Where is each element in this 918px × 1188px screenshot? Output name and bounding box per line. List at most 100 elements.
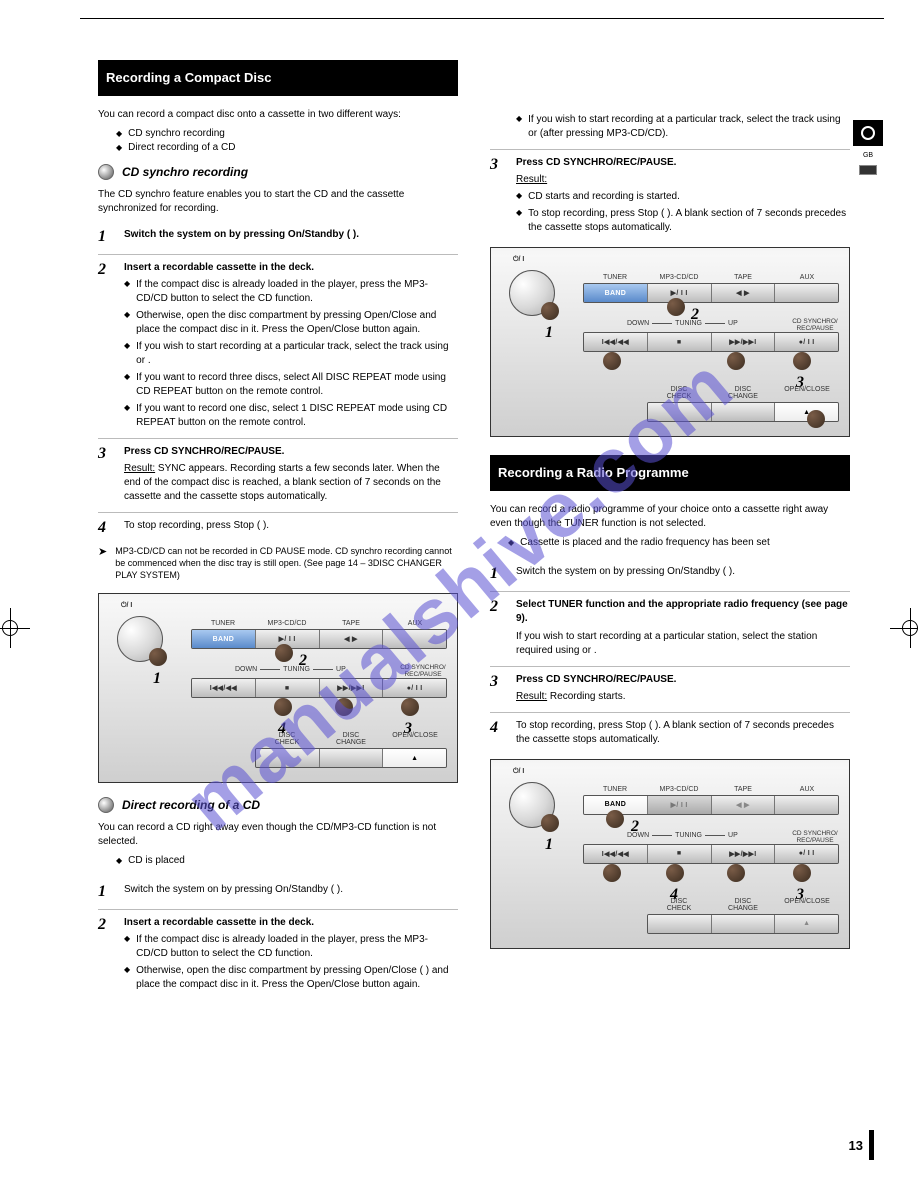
marker-dot bbox=[793, 864, 811, 882]
panel-btn: ■ bbox=[648, 333, 712, 351]
sub-text: If the compact disc is already loaded in… bbox=[136, 933, 458, 961]
marker-dot bbox=[274, 698, 292, 716]
step-number: 1 bbox=[98, 883, 116, 901]
subhead-text: CD synchro recording bbox=[122, 165, 248, 179]
diamond-icon: ◆ bbox=[124, 964, 130, 992]
diamond-icon: ◆ bbox=[516, 190, 522, 204]
diamond-icon: ◆ bbox=[124, 340, 130, 368]
marker-dot bbox=[541, 814, 559, 832]
steps-direct: 1 Switch the system on by pressing On/St… bbox=[98, 877, 458, 992]
marker-dot bbox=[666, 864, 684, 882]
power-label: ⏻/ I bbox=[513, 256, 524, 264]
section-title-recording-radio: Recording a Radio Programme bbox=[490, 455, 850, 491]
result-text: Recording starts. bbox=[550, 691, 626, 702]
synchro-desc: The CD synchro feature enables you to st… bbox=[98, 188, 458, 216]
right-column: ◆If you wish to start recording at a par… bbox=[490, 110, 850, 963]
side-tab-circle bbox=[853, 120, 883, 146]
marker-dot bbox=[603, 352, 621, 370]
sphere-icon bbox=[98, 164, 114, 180]
panel-label: TUNER bbox=[583, 274, 647, 281]
marker-dot bbox=[603, 864, 621, 882]
side-tab-label: GB bbox=[863, 152, 873, 159]
crop-mark-left bbox=[0, 608, 30, 648]
panel-btn-open-close: ▲ bbox=[383, 749, 446, 767]
step-number: 1 bbox=[490, 565, 508, 583]
side-tab-mini bbox=[859, 165, 877, 175]
panel-label: AUX bbox=[775, 786, 839, 793]
power-label: ⏻/ I bbox=[121, 602, 132, 610]
panel-btn: BAND bbox=[584, 284, 648, 302]
step-body: Press CD SYNCHRO/REC/PAUSE. Result: ◆CD … bbox=[516, 156, 850, 235]
step-body: Press CD SYNCHRO/REC/PAUSE. Result: Reco… bbox=[516, 673, 850, 704]
step-number: 4 bbox=[490, 719, 508, 737]
panel-btn bbox=[648, 915, 712, 933]
panel-btn: ▶▶/▶▶I bbox=[712, 845, 776, 863]
panel-btn bbox=[712, 403, 776, 421]
panel-label: AUX bbox=[383, 620, 447, 627]
marker-dot bbox=[793, 352, 811, 370]
step-tag: 1 bbox=[153, 670, 161, 688]
panel-row3: DISC CHECK DISC CHANGE OPEN/CLOSE ▲ bbox=[191, 732, 447, 768]
section1-intro-bullets: ◆CD synchro recording ◆Direct recording … bbox=[116, 128, 458, 154]
marker-dot bbox=[401, 698, 419, 716]
page-top-rule bbox=[80, 18, 884, 19]
panel-btn: I◀◀/◀◀ bbox=[584, 845, 648, 863]
step-number: 3 bbox=[490, 156, 508, 174]
sub-text: If the compact disc is already loaded in… bbox=[136, 278, 458, 306]
panel-label: DISC CHECK bbox=[255, 732, 319, 746]
marker-dot bbox=[541, 302, 559, 320]
panel-label: OPEN/CLOSE bbox=[775, 386, 839, 400]
diamond-icon: ◆ bbox=[116, 128, 122, 140]
section-title-recording-cd: Recording a Compact Disc bbox=[98, 60, 458, 96]
direct-desc: You can record a CD right away even thou… bbox=[98, 821, 458, 849]
step-body: To stop recording, press Stop ( ). A bla… bbox=[516, 719, 850, 747]
panel-btn-tape: ◀ ▶ bbox=[320, 630, 384, 648]
panel-btn-disc-check bbox=[256, 749, 320, 767]
result-text: To stop recording, press Stop ( ). A bla… bbox=[528, 207, 850, 235]
step-body: Press CD SYNCHRO/REC/PAUSE. Result: SYNC… bbox=[124, 445, 458, 504]
diamond-icon: ◆ bbox=[516, 207, 522, 235]
sub-text: If you want to record one disc, select 1… bbox=[136, 402, 458, 430]
panel-btn bbox=[775, 284, 838, 302]
marker-dot bbox=[275, 644, 293, 662]
step-body: Insert a recordable cassette in the deck… bbox=[124, 261, 458, 430]
step-number: 2 bbox=[98, 261, 116, 279]
result-text: SYNC appears. Recording starts a few sec… bbox=[124, 463, 441, 502]
panel-label: OPEN/CLOSE bbox=[775, 898, 839, 912]
panel-btn: ▶/ I I bbox=[648, 796, 712, 814]
result-text: CD starts and recording is started. bbox=[528, 190, 680, 204]
step-body: Switch the system on by pressing On/Stan… bbox=[124, 883, 458, 897]
bullet-text: Cassette is placed and the radio frequen… bbox=[520, 537, 770, 549]
result-label: Result: bbox=[516, 691, 547, 702]
subhead-text: Direct recording of a CD bbox=[122, 798, 260, 812]
left-column: Recording a Compact Disc You can record … bbox=[98, 60, 458, 1000]
sub-text: If you wish to start recording at a part… bbox=[528, 113, 850, 141]
panel-label: TAPE bbox=[711, 786, 775, 793]
panel-btn-rec: ●/ I I bbox=[383, 679, 446, 697]
bullet-text: CD is placed bbox=[128, 855, 185, 867]
panel-label: AUX bbox=[775, 274, 839, 281]
result-label: Result: bbox=[124, 463, 155, 474]
step-number: 2 bbox=[490, 598, 508, 616]
panel-label: DISC CHECK bbox=[647, 898, 711, 912]
diamond-icon: ◆ bbox=[124, 402, 130, 430]
step-body: Insert a recordable cassette in the deck… bbox=[124, 916, 458, 992]
sub-text: Otherwise, open the disc compartment by … bbox=[136, 964, 458, 992]
panel-label: TUNER bbox=[191, 620, 255, 627]
page-number-text: 13 bbox=[849, 1138, 863, 1153]
diamond-icon: ◆ bbox=[124, 309, 130, 337]
panel-row1: TUNER MP3-CD/CD TAPE AUX BAND ▶/ I I ◀ ▶ bbox=[191, 620, 447, 649]
panel-btn-band: BAND bbox=[192, 630, 256, 648]
step-tag: 1 bbox=[545, 324, 553, 342]
diamond-icon: ◆ bbox=[116, 142, 122, 154]
diamond-icon: ◆ bbox=[516, 113, 522, 141]
diamond-icon: ◆ bbox=[124, 278, 130, 306]
page-number-bar bbox=[869, 1130, 874, 1160]
control-panel-illustration-a: ⏻/ I 1 TUNER MP3-CD/CD TAPE AUX BAND ▶/ … bbox=[98, 593, 458, 783]
step-body: To stop recording, press Stop ( ). bbox=[124, 519, 458, 533]
panel-btn: ◀ ▶ bbox=[712, 796, 776, 814]
panel-btn: ■ bbox=[648, 845, 712, 863]
panel-label: DISC CHANGE bbox=[711, 386, 775, 400]
marker-dot bbox=[807, 410, 825, 428]
panel-label: TAPE bbox=[319, 620, 383, 627]
